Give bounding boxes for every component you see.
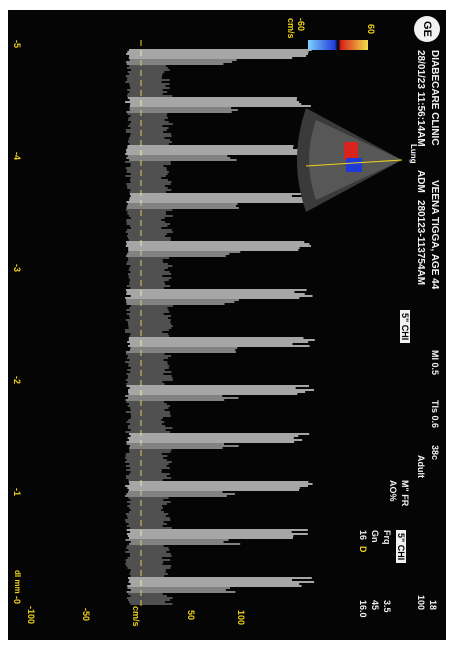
ultrasound-screen: GE DIABECARE CLINIC 28/01/23 11:56:14AM … — [8, 10, 446, 640]
color-scale-bar — [308, 40, 368, 50]
ultrasound-frame: GE DIABECARE CLINIC 28/01/23 11:56:14AM … — [8, 10, 446, 640]
time-tick-label: -1 — [12, 488, 22, 496]
color-bar-unit: cm/s — [286, 18, 296, 39]
time-tick-label: -5 — [12, 40, 22, 48]
scale-50: 50 — [186, 610, 196, 620]
sector-svg — [296, 100, 406, 220]
scale-neg50: -50 — [81, 608, 91, 621]
color-flow-red — [344, 142, 358, 160]
time-unit: dI mm — [13, 570, 22, 594]
color-flow-blue — [346, 158, 362, 172]
color-bar-top: 60 — [366, 24, 376, 34]
probe-label: Lung — [409, 144, 418, 164]
color-bar-bottom: -60 — [296, 18, 306, 31]
time-tick-label: -3 — [12, 264, 22, 272]
echo-sector-image: Lung — [296, 100, 406, 220]
time-tick-label: -4 — [12, 152, 22, 160]
scale-neg100: -100 — [26, 606, 36, 624]
scale-100: 100 — [236, 610, 246, 625]
scale-unit: cm/s — [131, 606, 141, 627]
time-tick-label: -0 — [12, 596, 22, 604]
time-tick-label: -2 — [12, 376, 22, 384]
